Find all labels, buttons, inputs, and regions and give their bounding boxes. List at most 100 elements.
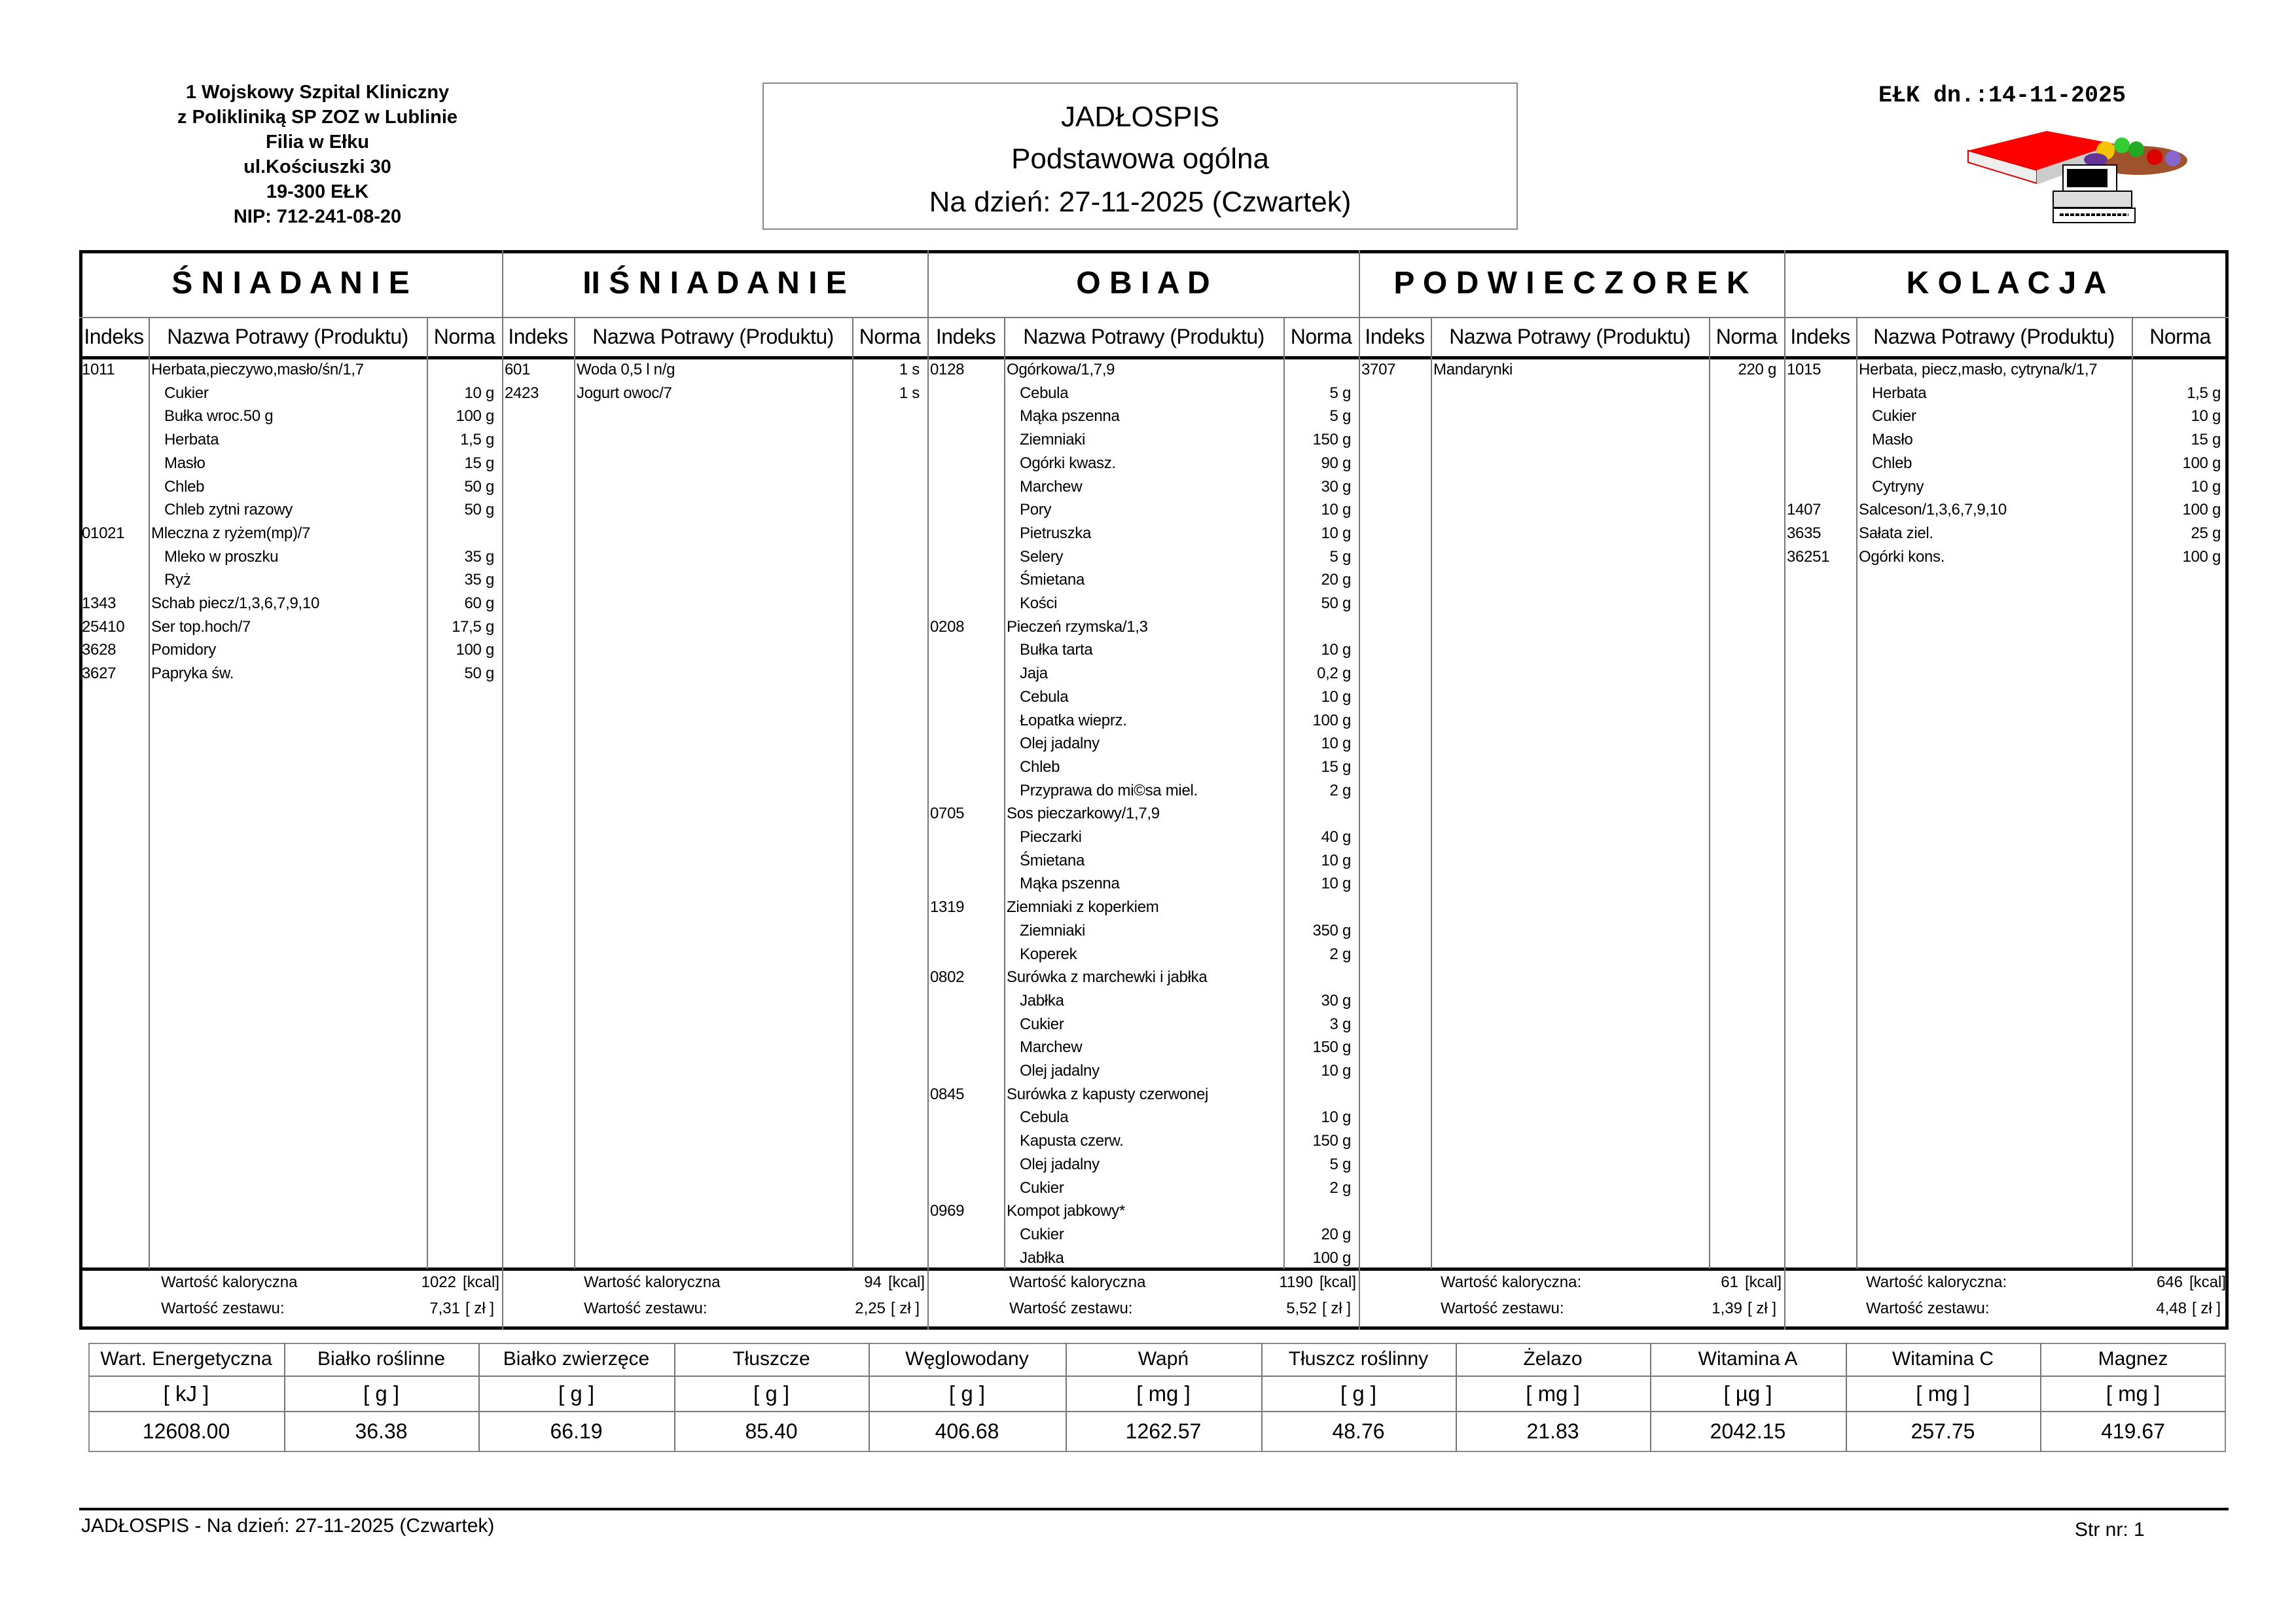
column-divider [1856,317,1857,1269]
item-norma: 20 g [1321,571,1351,589]
cost-value: 7,31 [ zł ] [429,1300,494,1318]
item-norma: 30 g [1321,477,1351,496]
item-norma: 5 g [1329,384,1352,402]
nutrition-header: Żelazo [1523,1348,1583,1370]
item-name: Olej jadalny [1020,1155,1100,1173]
item-name: Mleko w proszku [164,547,279,566]
column-header-index: Indeks [1790,325,1850,348]
item-norma: 100 g [2182,454,2221,472]
item-name: Papryka św. [151,665,234,683]
item-norma: 100 g [1312,711,1351,729]
cost-label: Wartość zestawu: [1441,1300,1564,1317]
item-name: Pory [1020,501,1052,519]
column-header-norma: Norma [2149,325,2211,348]
item-name: Ogórkowa/1,7,9 [1007,361,1115,378]
item-name: Ser top.hoch/7 [151,617,251,636]
column-divider [1709,317,1710,1269]
column-divider [149,317,150,1269]
calorie-value: 1022 [kcal] [422,1273,499,1292]
nutrition-value: 2042.15 [1710,1419,1786,1443]
column-header-index: Indeks [508,325,568,348]
column-header-norma: Norma [1715,325,1778,348]
item-norma: 50 g [464,477,494,496]
nutrition-col-divider [1066,1343,1067,1452]
nutrition-unit: [ g ] [1340,1381,1377,1406]
item-name: Pietruszka [1020,524,1092,542]
nutrition-value: 21.83 [1526,1419,1579,1443]
calorie-label: Wartość kaloryczna: [1441,1273,1582,1291]
item-index: 3627 [82,665,117,683]
item-norma: 10 g [1321,524,1351,542]
item-name: Chleb [164,477,205,496]
page-title: JADŁOSPIS [1060,101,1220,133]
item-norma: 90 g [1321,454,1351,472]
column-header-index: Indeks [935,325,996,348]
nutrition-table [88,1343,2226,1452]
item-index: 3707 [1361,361,1396,378]
nutrition-unit: [ g ] [753,1381,790,1406]
item-name: Olej jadalny [1020,1062,1100,1080]
cost-number: 1,39 [1712,1300,1742,1317]
nutrition-col-divider [2040,1343,2041,1452]
item-name: Cukier [1872,407,1916,426]
item-name: Herbata,pieczywo,masło/śn/1,7 [151,361,364,378]
item-name: Pieczarki [1020,828,1082,846]
item-name: Jogurt owoc/7 [577,384,672,402]
item-norma: 2 g [1329,945,1352,963]
calorie-number: 646 [2156,1273,2183,1291]
nutrition-value: 419.67 [2101,1419,2165,1443]
cost-number: 7,31 [429,1300,460,1317]
calorie-unit: [kcal] [888,1273,925,1291]
calorie-value: 1190 [kcal] [1279,1273,1356,1292]
nutrition-row-divider [88,1411,2226,1412]
meal-title: P O D W I E C Z O R E K [1393,266,1749,301]
item-name: Schab piecz/1,3,6,7,9,10 [151,594,319,612]
item-name: Sos pieczarkowy/1,7,9 [1007,805,1160,823]
cost-unit: [ zł ] [2191,1300,2221,1317]
item-index: 1015 [1787,361,1821,378]
item-index: 1343 [82,594,117,612]
cost-label: Wartość zestawu: [161,1300,285,1317]
item-norma: 40 g [1321,828,1351,846]
column-divider [2132,317,2133,1269]
item-name: Kompot jabkowy* [1007,1202,1125,1220]
cost-label: Wartość zestawu: [1009,1300,1133,1317]
item-name: Cytryny [1872,477,1924,496]
item-name: Jaja [1020,665,1048,683]
calorie-unit: [kcal] [462,1273,499,1291]
calorie-value: 646 [kcal] [2157,1273,2226,1292]
item-norma: 20 g [1321,1225,1351,1243]
item-norma: 10 g [1321,501,1351,519]
item-name: Masło [164,454,206,472]
cost-number: 2,25 [855,1300,886,1317]
title-box: JADŁOSPIS Podstawowa ogólna Na dzień: 27… [762,82,1518,230]
calorie-value: 94 [kcal] [864,1273,925,1292]
item-name: Śmietana [1020,571,1085,589]
item-name: Jabłka [1020,991,1064,1010]
item-name: Mąka pszenna [1020,875,1120,893]
cost-unit: [ zł ] [465,1300,494,1317]
hospital-line: z Polikliniką SP ZOZ w Lublinie [177,107,458,128]
item-index: 01021 [82,524,125,542]
item-index: 0128 [930,361,965,378]
nutrition-header: Węglowodany [905,1348,1029,1370]
meal-divider [1359,250,1360,1330]
column-divider [427,317,428,1269]
column-divider [852,317,853,1269]
calorie-label: Wartość kaloryczna: [1866,1273,2007,1291]
cost-number: 5,52 [1286,1300,1317,1317]
item-norma: 10 g [1321,641,1351,659]
meal-title: Ś N I A D A N I E [171,266,410,301]
nutrition-unit: [ g ] [558,1381,595,1406]
item-norma: 100 g [1312,1249,1351,1267]
item-name: Ogórki kwasz. [1020,454,1116,472]
item-norma: 35 g [464,547,494,566]
item-name: Ziemniaki z koperkiem [1007,898,1159,917]
nutrition-header: Tłuszcz roślinny [1288,1348,1429,1370]
calorie-number: 94 [864,1273,882,1291]
item-name: Cukier [1020,1225,1064,1243]
item-norma: 100 g [2182,501,2221,519]
item-name: Surówka z kapusty czerwonej [1007,1085,1209,1103]
item-index: 0969 [930,1202,965,1220]
nutrition-value: 12608.00 [142,1419,230,1443]
